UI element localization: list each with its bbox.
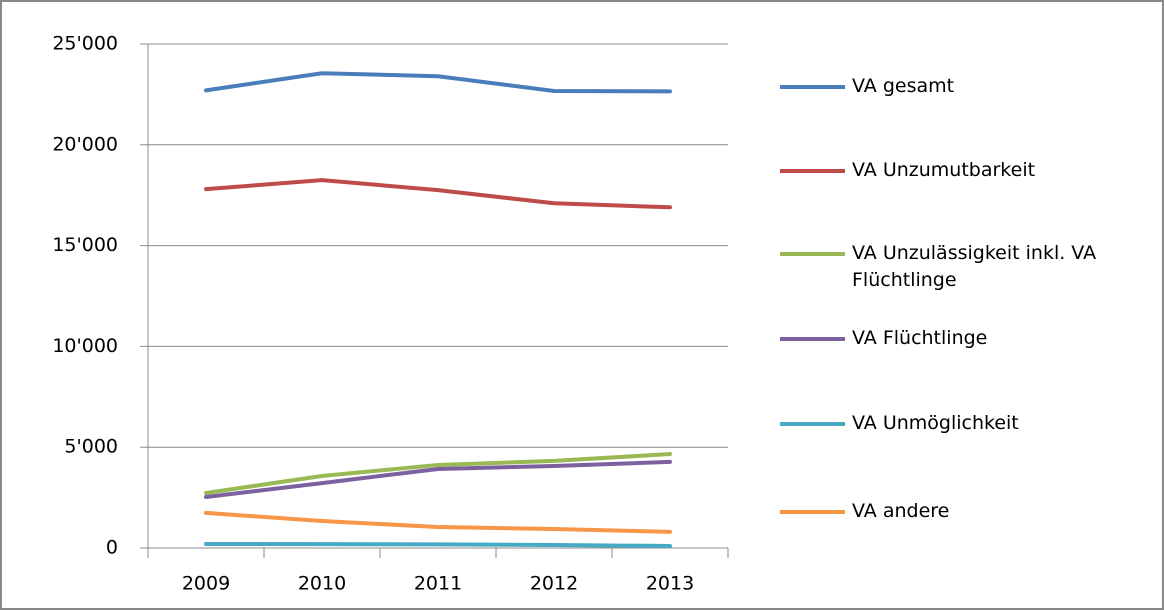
legend-label: VA gesamt [852, 75, 955, 97]
x-tick-label: 2013 [646, 573, 694, 595]
legend-label: VA Flüchtlinge [852, 327, 988, 349]
y-tick-label: 5'000 [64, 436, 118, 458]
y-tick-label: 0 [106, 537, 118, 559]
y-tick-label: 15'000 [52, 234, 118, 256]
y-tick-label: 20'000 [52, 133, 118, 155]
legend-label: VA Unmöglichkeit [852, 412, 1019, 434]
x-tick-label: 2009 [182, 573, 230, 595]
series-line [204, 452, 672, 495]
x-tick-label: 2010 [298, 573, 346, 595]
x-tick-label: 2011 [414, 573, 462, 595]
legend-label: VA Unzulässigkeit inkl. VA Flüchtlinge [852, 242, 1097, 291]
legend-label: VA andere [852, 500, 950, 522]
y-tick-label: 25'000 [52, 33, 118, 55]
legend-label: VA Unzumutbarkeit [852, 159, 1036, 181]
y-tick-label: 10'000 [52, 335, 118, 357]
series-line [204, 71, 672, 94]
series-line [204, 178, 672, 210]
series-line [204, 510, 672, 534]
series-line [204, 459, 672, 499]
x-tick-label: 2012 [530, 573, 578, 595]
series-line [204, 541, 672, 548]
